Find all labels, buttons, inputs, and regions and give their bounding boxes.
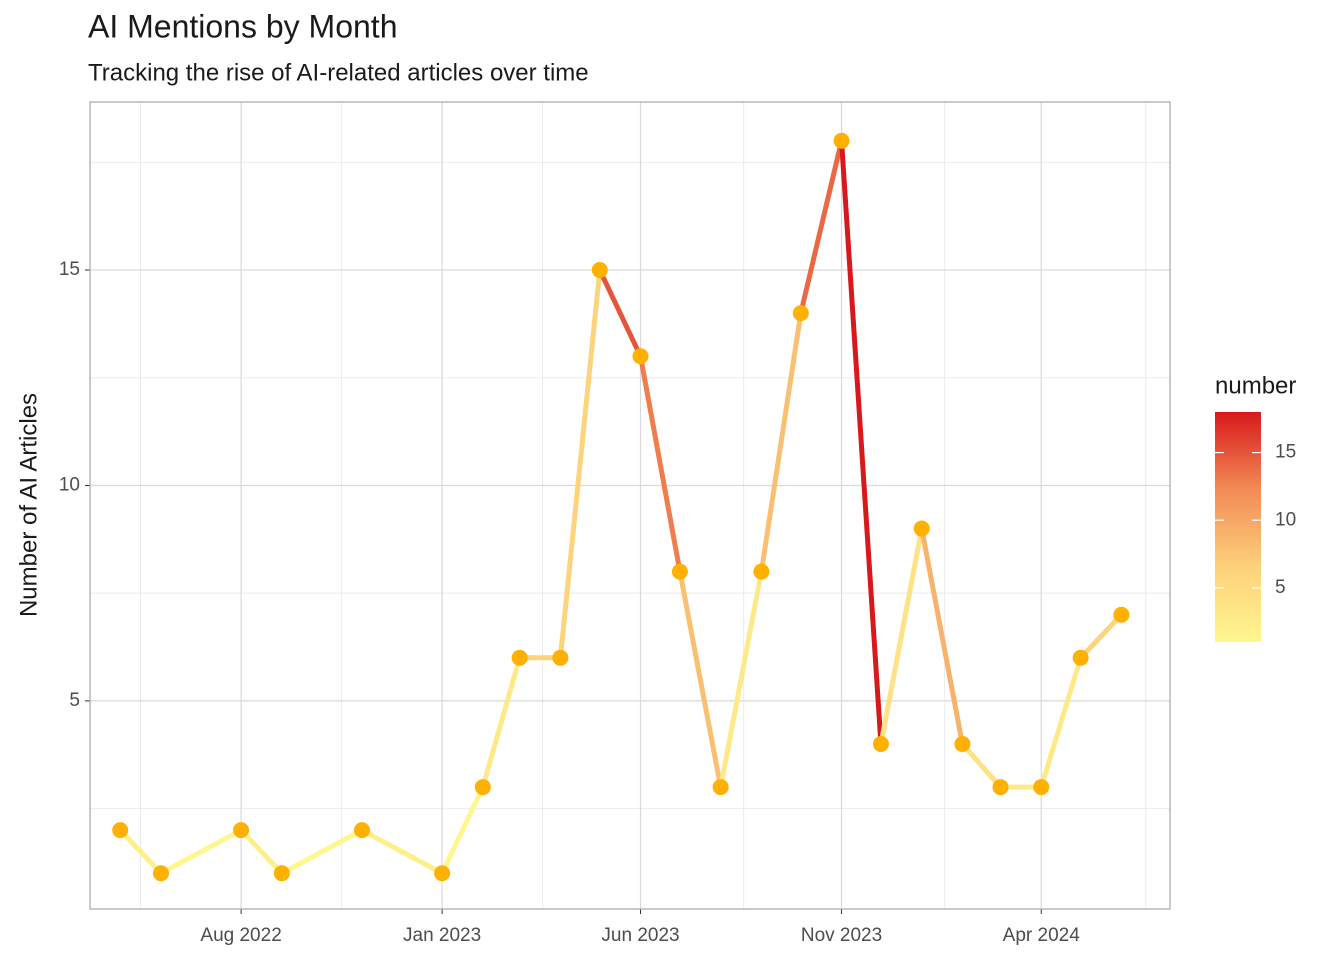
line-segment [117, 827, 164, 876]
point [1113, 606, 1130, 623]
line-segment [238, 827, 285, 876]
y-tick-label: 10 [59, 474, 80, 495]
line-segment [1038, 655, 1084, 790]
point [511, 649, 528, 666]
point [1033, 779, 1050, 796]
line-segment [359, 827, 445, 876]
point [474, 779, 491, 796]
point [112, 822, 129, 839]
point [712, 779, 729, 796]
line-segment [919, 526, 965, 747]
chart-subtitle: Tracking the rise of AI-related articles… [88, 59, 589, 86]
line-segment [1078, 612, 1124, 661]
line-segment [439, 784, 486, 876]
point [434, 865, 451, 882]
point [913, 520, 930, 537]
point [753, 563, 770, 580]
x-tick-label: Nov 2023 [801, 925, 882, 946]
point [632, 348, 649, 365]
line-segment [878, 526, 925, 747]
y-tick-label: 5 [69, 690, 80, 711]
line-segment [839, 138, 884, 747]
y-axis-label: Number of AI Articles [15, 393, 42, 617]
line-segment [677, 569, 724, 790]
line-segment [597, 267, 644, 359]
x-tick-label: Apr 2024 [1003, 925, 1081, 946]
point [872, 735, 889, 752]
point [233, 822, 250, 839]
point [671, 563, 688, 580]
line-segment [798, 138, 845, 316]
color-bar-label: 15 [1275, 442, 1296, 463]
point [591, 262, 608, 279]
line-segment [279, 827, 365, 876]
line-segment [557, 267, 603, 661]
x-tick-label: Aug 2022 [200, 925, 281, 946]
point [353, 822, 370, 839]
line-segment [158, 827, 244, 876]
chart-title: AI Mentions by Month [88, 8, 397, 44]
point [833, 132, 850, 149]
line-segment [758, 310, 804, 575]
point [152, 865, 169, 882]
y-tick-label: 15 [59, 259, 80, 280]
panel-border [89, 101, 1171, 910]
point [273, 865, 290, 882]
x-tick-label: Jan 2023 [403, 925, 481, 946]
line-segment [959, 741, 1004, 790]
point [992, 779, 1009, 796]
line-segment [638, 353, 683, 575]
point [954, 735, 971, 752]
line-segment [480, 655, 523, 790]
point [552, 649, 569, 666]
color-bar-label: 5 [1275, 577, 1286, 598]
point [1072, 649, 1089, 666]
legend-title: number [1215, 372, 1296, 399]
x-tick-label: Jun 2023 [601, 925, 679, 946]
point [792, 305, 809, 322]
color-bar [1215, 412, 1261, 642]
color-bar-label: 10 [1275, 509, 1296, 530]
line-segment [718, 569, 764, 790]
